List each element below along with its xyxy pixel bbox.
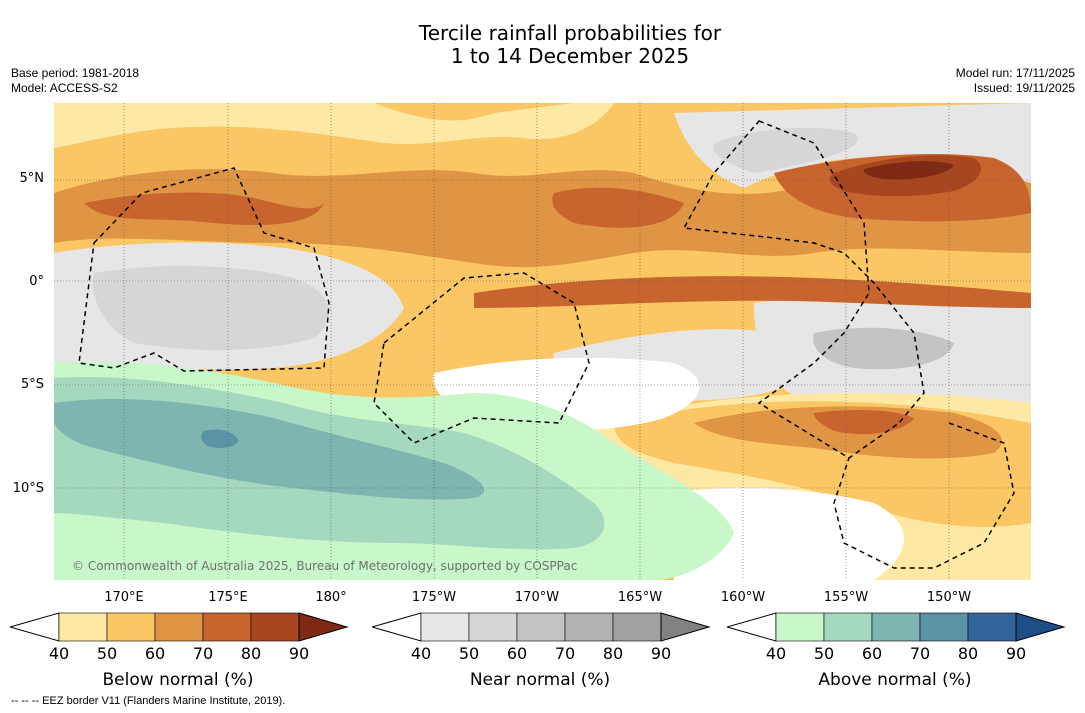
eez-french-polynesia	[833, 422, 1015, 569]
eez-footnote: -- -- -- EEZ border V11 (Flanders Marine…	[11, 695, 286, 707]
meta-left: Base period: 1981-2018 Model: ACCESS-S2	[11, 66, 139, 96]
colorbar-below-normal	[10, 612, 349, 642]
above-tick-40: 40	[765, 644, 787, 663]
title-line-2: 1 to 14 December 2025	[450, 44, 690, 68]
above-swatch-50-60	[823, 612, 873, 642]
model-run: Model run: 17/11/2025	[955, 66, 1075, 80]
lon-label-175e: 175°E	[208, 590, 248, 605]
near-normal-northeast-dark	[713, 127, 858, 173]
above-arrow-low	[727, 612, 777, 642]
near-swatch-80-90	[612, 612, 662, 642]
near-tick-90: 90	[650, 644, 672, 663]
above-tick-60: 60	[861, 644, 883, 663]
above-arrow-high	[1015, 612, 1066, 642]
above-tick-50: 50	[813, 644, 835, 663]
near-swatch-50-60	[468, 612, 518, 642]
below-tick-40: 40	[48, 644, 70, 663]
below-70-belt-north	[84, 153, 1031, 228]
below-tick-50: 50	[96, 644, 118, 663]
near-normal-equatorial-west-dark	[93, 266, 330, 350]
lat-label-5n: 5°N	[19, 171, 45, 186]
below-tick-70: 70	[192, 644, 214, 663]
near-tick-50: 50	[458, 644, 480, 663]
model-name: Model: ACCESS-S2	[11, 81, 118, 95]
colorbar-above-normal	[727, 612, 1066, 642]
issued-date: Issued: 19/11/2025	[973, 81, 1075, 95]
lon-label-180: 180°	[315, 590, 347, 605]
near-swatch-60-70	[516, 612, 566, 642]
near-swatch-40-50	[420, 612, 470, 642]
lon-label-160w: 160°W	[720, 590, 766, 605]
above-swatch-80-90	[967, 612, 1017, 642]
lon-label-150w: 150°W	[926, 590, 972, 605]
near-normal-label: Near normal (%)	[469, 670, 611, 690]
eez-line-islands	[682, 120, 925, 459]
lon-label-155w: 155°W	[823, 590, 869, 605]
below-70-equatorial-streak	[474, 276, 1031, 308]
lat-label-5s: 5°S	[20, 377, 44, 392]
near-arrow-low	[372, 612, 422, 642]
below-arrow-low	[10, 612, 60, 642]
near-normal-northeast	[674, 103, 1031, 213]
above-swatch-40-50	[775, 612, 825, 642]
eez-kiribati-gilberts	[78, 167, 330, 372]
above-tick-80: 80	[957, 644, 979, 663]
above-swatch-60-70	[871, 612, 921, 642]
above-60-region	[54, 398, 484, 500]
above-normal-label: Above normal (%)	[818, 670, 972, 690]
below-swatch-50-60	[106, 612, 156, 642]
title-line-1: Tercile rainfall probabilities for	[418, 21, 722, 45]
below-swatch-60-70	[154, 612, 204, 642]
near-arrow-high	[660, 612, 711, 642]
base-period: Base period: 1981-2018	[11, 66, 140, 80]
above-70-core	[201, 429, 239, 449]
map-title: Tercile rainfall probabilities for 1 to …	[0, 22, 1085, 68]
colorbar-near-normal	[372, 612, 711, 642]
above-tick-70: 70	[909, 644, 931, 663]
below-swatch-70-80	[202, 612, 252, 642]
below-normal-label: Below normal (%)	[102, 670, 254, 690]
below-swatch-40-50	[58, 612, 108, 642]
near-tick-60: 60	[506, 644, 528, 663]
eez-tuvalu-area	[373, 272, 590, 444]
lat-label-10s: 10°S	[12, 481, 44, 496]
lon-label-165w: 165°W	[617, 590, 663, 605]
lat-label-equator: 0°	[29, 274, 44, 289]
copyright-notice: © Commonwealth of Australia 2025, Bureau…	[72, 559, 578, 573]
below-tick-80: 80	[240, 644, 262, 663]
below-50-band-north	[54, 103, 614, 148]
below-arrow-high	[298, 612, 349, 642]
eez-borders	[78, 120, 1015, 569]
below-tick-90: 90	[288, 644, 310, 663]
above-swatch-70-80	[919, 612, 969, 642]
below-80-south	[814, 410, 914, 435]
lon-label-170w: 170°W	[514, 590, 560, 605]
lon-label-170e: 170°E	[104, 590, 144, 605]
meta-right: Model run: 17/11/2025 Issued: 19/11/2025	[956, 66, 1075, 96]
below-swatch-80-90	[250, 612, 300, 642]
no-signal-southeast	[674, 487, 904, 580]
below-60-belt-north	[54, 168, 1031, 268]
lon-label-175w: 175°W	[411, 590, 457, 605]
near-tick-70: 70	[554, 644, 576, 663]
above-tick-90: 90	[1005, 644, 1027, 663]
below-tick-60: 60	[144, 644, 166, 663]
below-80-core-dark	[863, 161, 954, 180]
near-tick-80: 80	[602, 644, 624, 663]
near-swatch-70-80	[564, 612, 614, 642]
probability-map	[54, 103, 1031, 580]
graticule	[54, 103, 1031, 580]
near-tick-40: 40	[410, 644, 432, 663]
